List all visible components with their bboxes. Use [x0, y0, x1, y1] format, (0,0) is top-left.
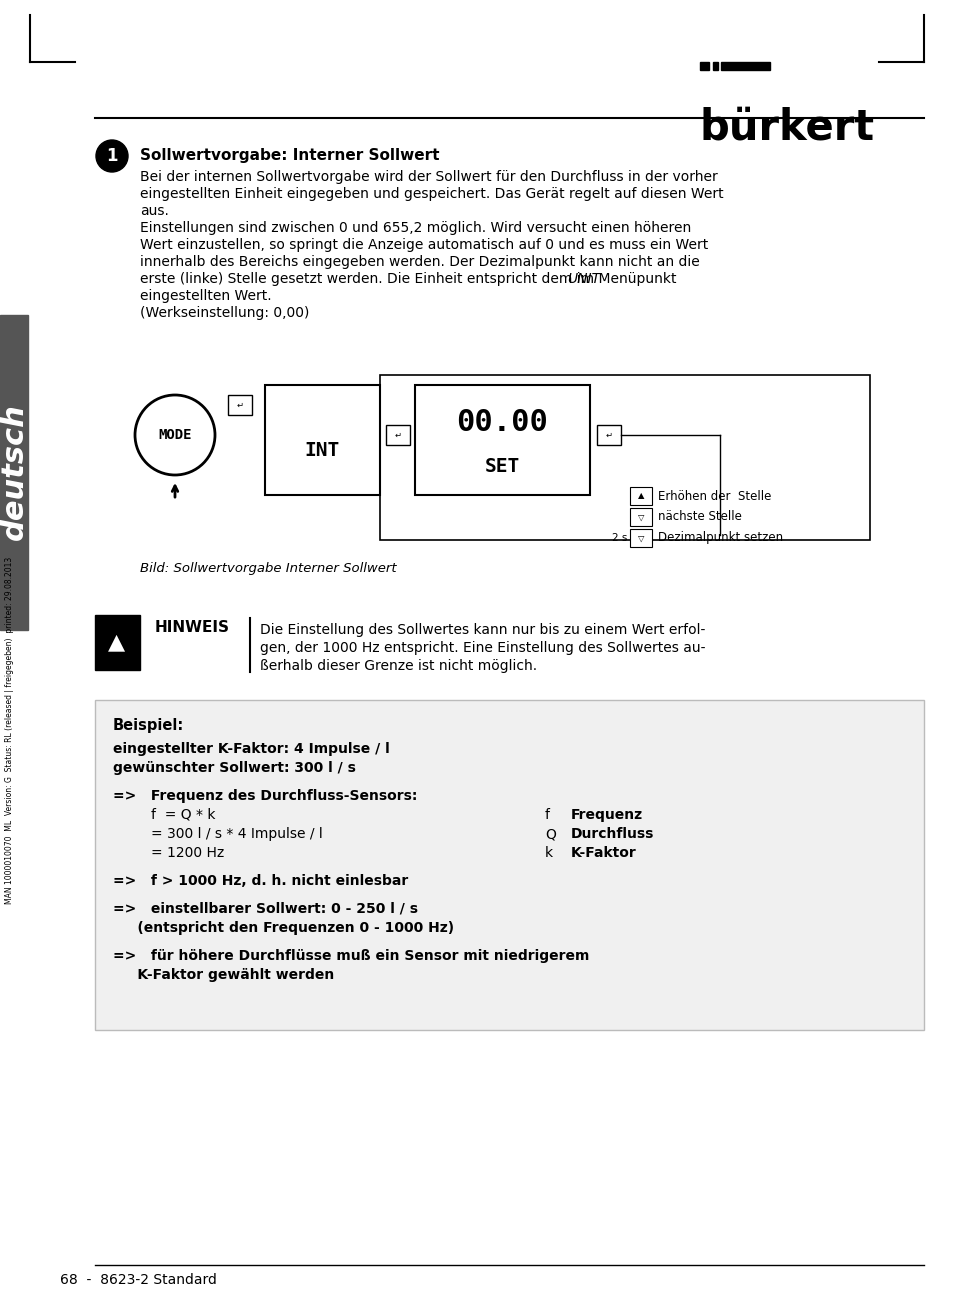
- Bar: [0, 315, 28, 630]
- Text: = 1200 Hz: = 1200 Hz: [151, 846, 224, 860]
- Text: =>   Frequenz des Durchfluss-Sensors:: => Frequenz des Durchfluss-Sensors:: [112, 789, 417, 802]
- Text: =>   einstellbarer Sollwert: 0 - 250 l / s: => einstellbarer Sollwert: 0 - 250 l / s: [112, 902, 417, 916]
- Text: Beispiel:: Beispiel:: [112, 718, 184, 733]
- Text: Frequenz: Frequenz: [571, 808, 642, 822]
- Text: K-Faktor gewählt werden: K-Faktor gewählt werden: [112, 968, 334, 982]
- Text: MODE: MODE: [158, 427, 192, 442]
- Text: ▲: ▲: [109, 633, 126, 652]
- Text: eingestellten Wert.: eingestellten Wert.: [140, 289, 272, 303]
- Text: Durchfluss: Durchfluss: [571, 827, 654, 840]
- Text: 68  -  8623-2 Standard: 68 - 8623-2 Standard: [60, 1273, 216, 1287]
- Text: Dezimalpunkt setzen: Dezimalpunkt setzen: [658, 532, 782, 545]
- Text: 00.00: 00.00: [456, 408, 547, 437]
- Bar: [720, 61, 769, 71]
- Text: deutsch: deutsch: [0, 404, 29, 540]
- Text: ↵: ↵: [605, 430, 612, 439]
- FancyBboxPatch shape: [228, 395, 252, 416]
- Text: aus.: aus.: [140, 204, 169, 218]
- Text: (entspricht den Frequenzen 0 - 1000 Hz): (entspricht den Frequenzen 0 - 1000 Hz): [112, 921, 454, 935]
- Text: k: k: [544, 846, 553, 860]
- Text: nächste Stelle: nächste Stelle: [658, 511, 741, 524]
- Text: gewünschter Sollwert: 300 l / s: gewünschter Sollwert: 300 l / s: [112, 761, 355, 775]
- Text: ↵: ↵: [395, 430, 401, 439]
- Text: (Werkseinstellung: 0,00): (Werkseinstellung: 0,00): [140, 306, 309, 320]
- Bar: [95, 616, 140, 670]
- Text: eingestellten Einheit eingegeben und gespeichert. Das Gerät regelt auf diesen We: eingestellten Einheit eingegeben und ges…: [140, 187, 723, 201]
- FancyBboxPatch shape: [629, 508, 651, 525]
- Text: f  = Q * k: f = Q * k: [151, 808, 215, 822]
- Text: 2 s: 2 s: [612, 533, 627, 542]
- Text: bürkert: bürkert: [700, 106, 874, 148]
- Text: innerhalb des Bereichs eingegeben werden. Der Dezimalpunkt kann nicht an die: innerhalb des Bereichs eingegeben werden…: [140, 255, 699, 269]
- Text: Wert einzustellen, so springt die Anzeige automatisch auf 0 und es muss ein Wert: Wert einzustellen, so springt die Anzeig…: [140, 238, 707, 252]
- Text: ▽: ▽: [638, 512, 643, 521]
- Text: INT: INT: [304, 442, 339, 460]
- FancyBboxPatch shape: [597, 425, 620, 444]
- Text: erste (linke) Stelle gesetzt werden. Die Einheit entspricht dem im Menüpunkt: erste (linke) Stelle gesetzt werden. Die…: [140, 272, 680, 286]
- Text: =>   für höhere Durchflüsse muß ein Sensor mit niedrigerem: => für höhere Durchflüsse muß ein Sensor…: [112, 949, 589, 963]
- Bar: [712, 61, 718, 71]
- Text: gen, der 1000 Hz entspricht. Eine Einstellung des Sollwertes au-: gen, der 1000 Hz entspricht. Eine Einste…: [260, 640, 705, 655]
- Text: Q: Q: [544, 827, 556, 840]
- Text: 1: 1: [106, 146, 117, 165]
- Text: Die Einstellung des Sollwertes kann nur bis zu einem Wert erfol-: Die Einstellung des Sollwertes kann nur …: [260, 623, 704, 637]
- Text: HINWEIS: HINWEIS: [154, 620, 230, 635]
- Text: Erhöhen der  Stelle: Erhöhen der Stelle: [658, 490, 771, 502]
- Text: Einstellungen sind zwischen 0 und 655,2 möglich. Wird versucht einen höheren: Einstellungen sind zwischen 0 und 655,2 …: [140, 221, 691, 235]
- Text: Sollwertvorgabe: Interner Sollwert: Sollwertvorgabe: Interner Sollwert: [140, 148, 439, 163]
- Bar: [700, 61, 708, 71]
- Text: = 300 l / s * 4 Impulse / l: = 300 l / s * 4 Impulse / l: [151, 827, 322, 840]
- Text: =>   f > 1000 Hz, d. h. nicht einlesbar: => f > 1000 Hz, d. h. nicht einlesbar: [112, 874, 408, 887]
- Bar: [379, 375, 869, 540]
- FancyBboxPatch shape: [265, 386, 379, 495]
- Bar: [95, 701, 923, 1030]
- Text: ▽: ▽: [638, 533, 643, 542]
- FancyBboxPatch shape: [386, 425, 410, 444]
- Text: K-Faktor: K-Faktor: [571, 846, 636, 860]
- Text: SET: SET: [484, 457, 519, 476]
- FancyBboxPatch shape: [629, 488, 651, 505]
- Text: Bild: Sollwertvorgabe Interner Sollwert: Bild: Sollwertvorgabe Interner Sollwert: [140, 562, 396, 575]
- Text: ßerhalb dieser Grenze ist nicht möglich.: ßerhalb dieser Grenze ist nicht möglich.: [260, 659, 537, 673]
- Text: ↵: ↵: [236, 400, 243, 409]
- Text: ▲: ▲: [638, 491, 643, 501]
- Circle shape: [96, 140, 128, 173]
- Text: eingestellter K-Faktor: 4 Impulse / l: eingestellter K-Faktor: 4 Impulse / l: [112, 742, 390, 755]
- Text: UNIT: UNIT: [567, 272, 599, 286]
- FancyBboxPatch shape: [415, 386, 589, 495]
- FancyBboxPatch shape: [629, 529, 651, 548]
- Text: Bei der internen Sollwertvorgabe wird der Sollwert für den Durchfluss in der vor: Bei der internen Sollwertvorgabe wird de…: [140, 170, 717, 184]
- Text: f: f: [544, 808, 550, 822]
- Text: MAN 1000010070  ML  Version: G  Status: RL (released | freigegeben)  printed: 29: MAN 1000010070 ML Version: G Status: RL …: [6, 557, 14, 903]
